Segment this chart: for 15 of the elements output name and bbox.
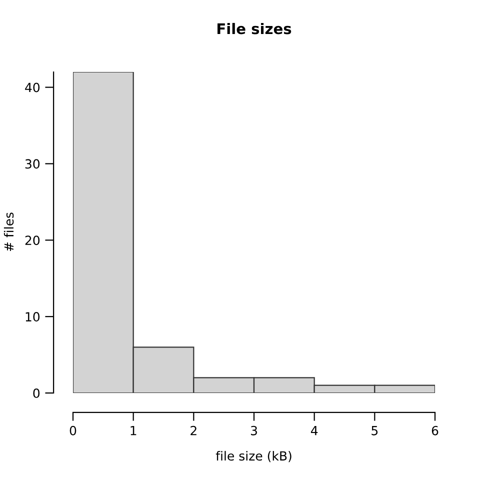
- y-tick-label: 20: [25, 236, 40, 246]
- x-tick-label: 1: [130, 426, 136, 436]
- x-tick-label: 2: [190, 426, 196, 436]
- x-tick-label: 0: [70, 426, 76, 436]
- x-tick-label: 5: [372, 426, 378, 436]
- x-tick-label: 6: [432, 426, 438, 436]
- y-tick-label: 30: [25, 159, 40, 169]
- y-tick-label: 0: [33, 388, 40, 398]
- chart-title: File sizes: [218, 22, 292, 34]
- y-tick-label: 10: [26, 312, 40, 322]
- x-axis-title: file size (kB): [216, 450, 292, 462]
- x-tick-label: 3: [250, 426, 257, 436]
- x-tick-label: 4: [310, 426, 318, 436]
- y-axis-title: # files: [4, 212, 14, 252]
- y-tick-label: 40: [25, 82, 40, 92]
